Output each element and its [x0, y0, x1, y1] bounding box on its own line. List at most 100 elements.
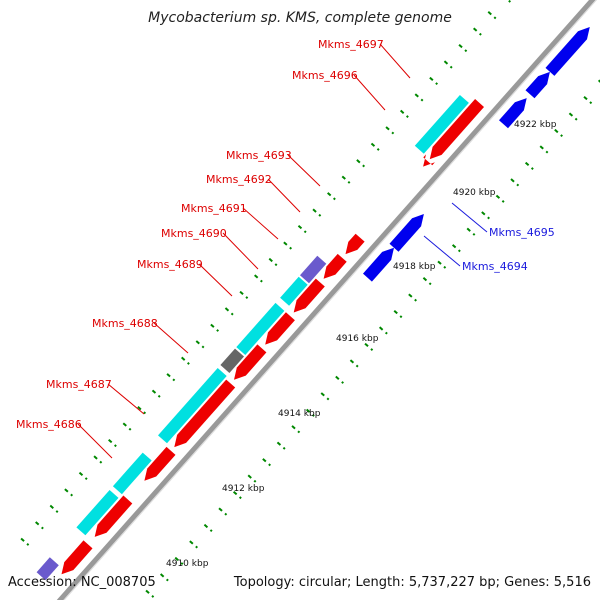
- tick-mark: [437, 260, 442, 265]
- leader-line: [198, 263, 233, 297]
- tick-mark-minor: [405, 115, 409, 118]
- kbp-label: 4912 kbp: [222, 484, 265, 494]
- tick-mark: [276, 441, 282, 446]
- kbp-labels: 4910 kbp 4912 kbp 4914 kbp 4916 kbp 4918 kbp…: [166, 120, 557, 569]
- tick-mark-minor: [376, 148, 380, 151]
- gene-label-mkms_4691: Mkms_4691: [181, 202, 247, 215]
- tick-mark: [349, 359, 355, 364]
- tick-mark: [239, 290, 244, 296]
- tick-mark: [297, 225, 303, 230]
- tick-mark: [122, 422, 127, 427]
- tick-mark: [108, 438, 113, 444]
- tick-mark-minor: [268, 463, 271, 467]
- cds-blue-1: [363, 247, 394, 282]
- tick-mark: [451, 244, 457, 249]
- tick-mark: [393, 309, 398, 315]
- tick-mark-minor: [26, 543, 30, 546]
- tick-mark: [254, 274, 259, 279]
- tick-mark: [78, 471, 84, 477]
- gene-label-mkms_4687: Mkms_4687: [46, 378, 112, 391]
- tick-mark-minor: [355, 364, 359, 368]
- kbp-label: 4922 kbp: [514, 120, 557, 130]
- tick-mark: [312, 208, 317, 213]
- cds-red-5: [234, 344, 267, 380]
- tick-marks: [20, 0, 600, 598]
- tick-mark-minor: [391, 131, 395, 135]
- tick-mark-minor: [274, 263, 278, 267]
- tick-mark-minor: [172, 378, 176, 382]
- cds-outer-2: [76, 490, 119, 536]
- tick-mark: [145, 589, 150, 594]
- gene-label-mkms_4694: Mkms_4694: [462, 260, 528, 273]
- tick-mark: [247, 474, 252, 479]
- gene-label-mkms_4693: Mkms_4693: [226, 149, 292, 162]
- gene-label-mkms_4690: Mkms_4690: [161, 227, 227, 240]
- tick-mark-minor: [362, 164, 366, 168]
- leader-line: [423, 235, 461, 267]
- tick-mark: [327, 192, 332, 197]
- tick-mark-minor: [165, 578, 169, 582]
- tick-mark-minor: [253, 479, 257, 483]
- tick-mark: [93, 455, 98, 460]
- tick-mark: [224, 307, 230, 312]
- tick-mark: [422, 277, 428, 282]
- tick-mark: [524, 161, 530, 166]
- tick-mark-minor: [574, 117, 578, 121]
- genome-backbone: [56, 0, 598, 600]
- tick-mark: [20, 537, 25, 542]
- leader-line: [353, 74, 386, 111]
- genome-summary-text: Topology: circular; Length: 5,737,227 bp…: [233, 575, 591, 590]
- tick-mark-minor: [224, 512, 228, 516]
- tick-mark-minor: [399, 315, 403, 319]
- tick-mark-minor: [414, 298, 417, 302]
- tick-mark-minor: [143, 411, 147, 415]
- leader-line: [242, 207, 279, 240]
- tick-mark: [35, 521, 40, 526]
- cds-red-6: [265, 312, 295, 345]
- tick-mark-minor: [449, 65, 453, 69]
- tick-mark-minor: [195, 545, 198, 549]
- tick-mark-minor: [420, 98, 424, 102]
- tick-mark-minor: [209, 529, 213, 533]
- tick-mark-minor: [259, 279, 263, 283]
- backbone-highlight: [63, 0, 598, 600]
- tick-mark: [291, 425, 296, 430]
- tick-mark: [49, 504, 54, 509]
- tick-mark-minor: [384, 331, 388, 335]
- tick-mark-minor: [230, 312, 234, 316]
- tick-mark-minor: [55, 510, 59, 513]
- leader-line: [451, 202, 488, 233]
- tick-mark-minor: [487, 216, 490, 220]
- cds-red-1: [61, 540, 93, 575]
- cds-outer-8: [300, 255, 327, 284]
- gene-label-mkms_4688: Mkms_4688: [92, 317, 158, 330]
- leader-line: [222, 232, 259, 270]
- gene-label-mkms_4697: Mkms_4697: [318, 38, 384, 51]
- tick-mark: [232, 490, 238, 496]
- tick-mark-minor: [157, 394, 161, 398]
- tick-mark: [305, 408, 311, 413]
- gene-label-mkms_4689: Mkms_4689: [137, 258, 203, 271]
- cds-red-3: [144, 446, 176, 481]
- tick-mark: [429, 76, 434, 82]
- cds-blue-3: [499, 98, 527, 129]
- tick-mark-minor: [347, 180, 351, 184]
- tick-mark: [159, 573, 165, 578]
- cds-red-9: [345, 233, 365, 255]
- tick-mark-minor: [435, 82, 439, 86]
- tick-mark-minor: [428, 282, 432, 286]
- kbp-label: 4914 kbp: [278, 409, 321, 419]
- cds-blue-2: [389, 214, 424, 252]
- gene-label-mkms_4692: Mkms_4692: [206, 173, 272, 186]
- tick-mark-minor: [516, 183, 520, 187]
- kbp-label: 4918 kbp: [393, 262, 436, 272]
- tick-mark: [443, 60, 449, 65]
- tick-mark: [400, 109, 405, 114]
- leader-line: [153, 322, 189, 354]
- tick-mark: [568, 112, 574, 117]
- tick-mark: [262, 458, 267, 463]
- tick-mark: [151, 389, 157, 394]
- cds-red-11: [429, 99, 484, 160]
